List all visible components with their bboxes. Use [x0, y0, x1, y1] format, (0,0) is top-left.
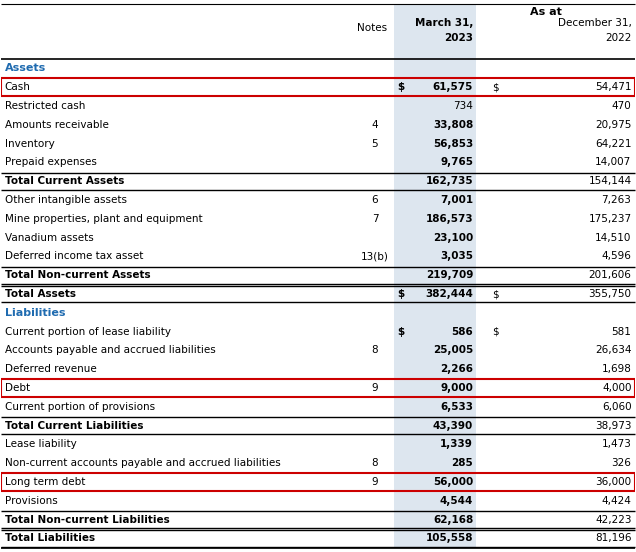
Text: Liabilities: Liabilities	[4, 308, 65, 318]
Text: Amounts receivable: Amounts receivable	[4, 120, 108, 130]
Text: 1,473: 1,473	[602, 439, 632, 449]
Text: 382,444: 382,444	[425, 289, 473, 299]
Text: 1,339: 1,339	[440, 439, 473, 449]
Text: Accounts payable and accrued liabilities: Accounts payable and accrued liabilities	[4, 346, 216, 355]
Text: 8: 8	[371, 346, 378, 355]
Text: Total Liabilities: Total Liabilities	[4, 533, 95, 544]
Text: 7: 7	[371, 214, 378, 224]
Text: 42,223: 42,223	[595, 514, 632, 524]
Text: 2023: 2023	[444, 33, 473, 43]
Bar	[1, 379, 635, 397]
Text: 36,000: 36,000	[595, 477, 632, 487]
Text: 154,144: 154,144	[588, 176, 632, 186]
Text: Long term debt: Long term debt	[4, 477, 85, 487]
Text: 4,000: 4,000	[602, 383, 632, 393]
Text: 9,000: 9,000	[440, 383, 473, 393]
Text: Lease liability: Lease liability	[4, 439, 76, 449]
Text: 64,221: 64,221	[595, 139, 632, 148]
Text: 20,975: 20,975	[595, 120, 632, 130]
Text: 33,808: 33,808	[433, 120, 473, 130]
Text: 4,596: 4,596	[602, 252, 632, 262]
Bar	[394, 4, 476, 548]
Text: Current portion of provisions: Current portion of provisions	[4, 402, 155, 412]
Text: Cash: Cash	[4, 82, 31, 92]
Text: 175,237: 175,237	[588, 214, 632, 224]
Text: 285: 285	[452, 458, 473, 468]
Text: 4: 4	[371, 120, 378, 130]
Text: $: $	[397, 327, 404, 337]
Text: 56,000: 56,000	[433, 477, 473, 487]
Text: 9,765: 9,765	[440, 157, 473, 167]
Text: 201,606: 201,606	[588, 270, 632, 280]
Text: 470: 470	[612, 101, 632, 111]
Text: 162,735: 162,735	[425, 176, 473, 186]
Text: 3,035: 3,035	[440, 252, 473, 262]
Text: Total Current Assets: Total Current Assets	[4, 176, 124, 186]
Text: Total Non-current Liabilities: Total Non-current Liabilities	[4, 514, 169, 524]
Text: Non-current accounts payable and accrued liabilities: Non-current accounts payable and accrued…	[4, 458, 280, 468]
Text: 219,709: 219,709	[425, 270, 473, 280]
Text: 6,533: 6,533	[440, 402, 473, 412]
Text: December 31,: December 31,	[558, 18, 632, 28]
Text: 23,100: 23,100	[433, 232, 473, 243]
Text: 9: 9	[371, 383, 378, 393]
Text: As at: As at	[530, 7, 562, 17]
Text: Assets: Assets	[4, 63, 46, 73]
Text: Inventory: Inventory	[4, 139, 54, 148]
Text: Total Non-current Assets: Total Non-current Assets	[4, 270, 150, 280]
Text: Other intangible assets: Other intangible assets	[4, 195, 127, 205]
Text: 7,001: 7,001	[440, 195, 473, 205]
Text: 14,007: 14,007	[595, 157, 632, 167]
Text: $: $	[492, 82, 499, 92]
Text: Current portion of lease liability: Current portion of lease liability	[4, 327, 170, 337]
Text: 2,266: 2,266	[440, 364, 473, 374]
Text: Restricted cash: Restricted cash	[4, 101, 85, 111]
Text: 8: 8	[371, 458, 378, 468]
Text: Debt: Debt	[4, 383, 30, 393]
Text: 61,575: 61,575	[432, 82, 473, 92]
Text: 7,263: 7,263	[602, 195, 632, 205]
Text: 14,510: 14,510	[595, 232, 632, 243]
Text: $: $	[397, 82, 404, 92]
Text: 62,168: 62,168	[433, 514, 473, 524]
Text: 1,698: 1,698	[602, 364, 632, 374]
Text: Total Assets: Total Assets	[4, 289, 76, 299]
Text: 6: 6	[371, 195, 378, 205]
Text: $: $	[492, 289, 499, 299]
Text: 586: 586	[452, 327, 473, 337]
Text: 2022: 2022	[605, 33, 632, 43]
Text: 4,424: 4,424	[602, 496, 632, 506]
Text: 581: 581	[612, 327, 632, 337]
Text: $: $	[492, 327, 499, 337]
Text: Total Current Liabilities: Total Current Liabilities	[4, 421, 143, 431]
Text: 43,390: 43,390	[433, 421, 473, 431]
Text: 355,750: 355,750	[588, 289, 632, 299]
Text: Notes: Notes	[357, 23, 387, 33]
Text: $: $	[397, 289, 404, 299]
Text: 9: 9	[371, 477, 378, 487]
Text: 38,973: 38,973	[595, 421, 632, 431]
Text: 5: 5	[371, 139, 378, 148]
Text: 56,853: 56,853	[433, 139, 473, 148]
Text: March 31,: March 31,	[415, 18, 473, 28]
Text: 105,558: 105,558	[425, 533, 473, 544]
Text: 81,196: 81,196	[595, 533, 632, 544]
Text: 25,005: 25,005	[433, 346, 473, 355]
Text: Mine properties, plant and equipment: Mine properties, plant and equipment	[4, 214, 202, 224]
Text: Prepaid expenses: Prepaid expenses	[4, 157, 97, 167]
Text: 26,634: 26,634	[595, 346, 632, 355]
Text: Deferred income tax asset: Deferred income tax asset	[4, 252, 143, 262]
Text: Deferred revenue: Deferred revenue	[4, 364, 96, 374]
Bar	[1, 473, 635, 491]
Text: 186,573: 186,573	[425, 214, 473, 224]
Text: 326: 326	[612, 458, 632, 468]
Text: Provisions: Provisions	[4, 496, 57, 506]
Text: 4,544: 4,544	[439, 496, 473, 506]
Text: 13(b): 13(b)	[361, 252, 389, 262]
Text: 6,060: 6,060	[602, 402, 632, 412]
Text: 54,471: 54,471	[595, 82, 632, 92]
Bar	[1, 78, 635, 96]
Text: Vanadium assets: Vanadium assets	[4, 232, 93, 243]
Text: 734: 734	[453, 101, 473, 111]
